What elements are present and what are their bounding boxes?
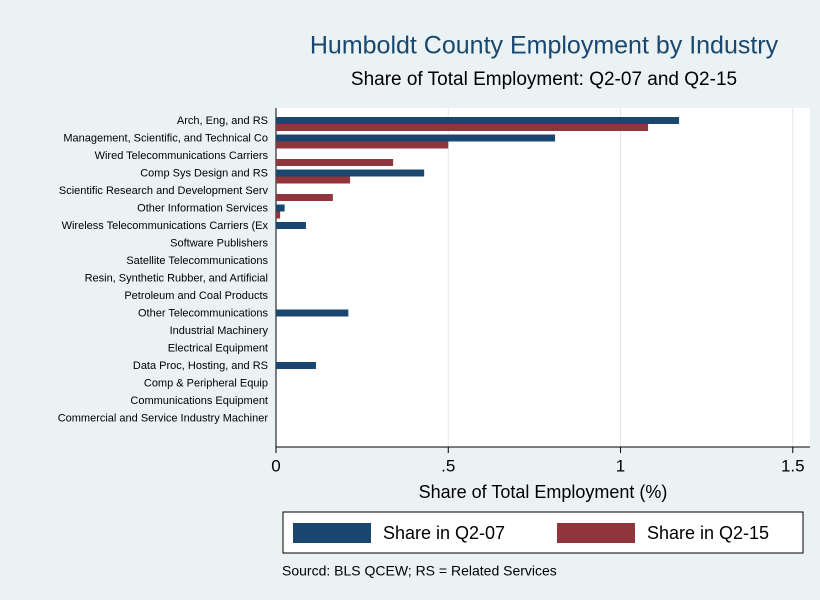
y-tick-label: Software Publishers [170, 237, 268, 249]
y-tick-label: Industrial Machinery [170, 325, 269, 337]
y-tick-label: Electrical Equipment [168, 342, 268, 354]
chart-title: Humboldt County Employment by Industry [310, 32, 779, 60]
bar [276, 141, 449, 149]
plot-area [276, 108, 810, 447]
y-tick-label: Petroleum and Coal Products [124, 290, 268, 302]
y-tick-label: Commercial and Service Industry Machiner [58, 412, 269, 424]
bar [276, 169, 425, 177]
y-tick-label: Scientific Research and Development Serv [59, 185, 269, 197]
legend-label: Share in Q2-15 [647, 523, 769, 543]
y-tick-label: Wired Telecommunications Carriers [95, 150, 269, 162]
source-note: Sourcd: BLS QCEW; RS = Related Services [282, 563, 557, 579]
x-tick-label: .5 [441, 456, 455, 475]
bar [276, 204, 285, 212]
y-tick-label: Wireless Telecommunications Carriers (Ex [62, 220, 269, 232]
bar [276, 211, 281, 219]
bar [276, 362, 316, 369]
y-tick-label: Data Proc, Hosting, and RS [133, 360, 268, 372]
x-tick-label: 1 [616, 456, 625, 475]
legend-label: Share in Q2-07 [383, 523, 505, 543]
chart-subtitle: Share of Total Employment: Q2-07 and Q2-… [351, 69, 737, 90]
y-tick-label: Communications Equipment [130, 395, 268, 407]
y-tick-label: Arch, Eng, and RS [177, 115, 268, 127]
y-tick-label: Comp & Peripheral Equip [144, 377, 268, 389]
legend-swatch [293, 523, 371, 543]
bar [276, 134, 556, 142]
legend-swatch [557, 523, 635, 543]
y-tick-label: Resin, Synthetic Rubber, and Artificial [85, 272, 268, 284]
bar [276, 176, 351, 184]
bar [276, 159, 394, 166]
y-tick-label: Comp Sys Design and RS [140, 167, 268, 179]
bar [276, 222, 306, 229]
y-tick-label: Other Information Services [137, 202, 268, 214]
bar [276, 117, 680, 124]
x-axis-label: Share of Total Employment (%) [419, 482, 668, 502]
bar [276, 309, 349, 317]
x-tick-label: 1.5 [781, 456, 805, 475]
y-tick-label: Management, Scientific, and Technical Co [63, 132, 268, 144]
y-tick-label: Other Telecommunications [138, 307, 269, 319]
bar [276, 194, 333, 201]
x-tick-label: 0 [271, 456, 280, 475]
y-tick-label: Satellite Telecommunications [126, 255, 268, 267]
bar [276, 124, 649, 131]
